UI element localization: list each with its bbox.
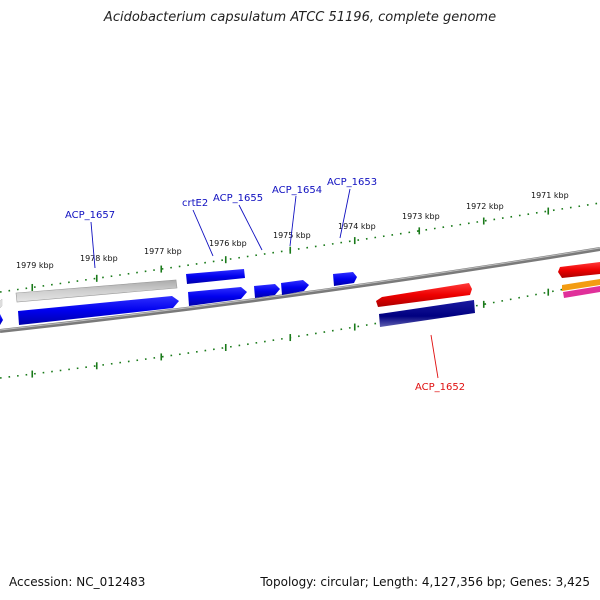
accession-text: Accession: NC_012483	[9, 575, 146, 589]
kbp-label-1974: 1974 kbp	[338, 222, 376, 231]
gene-feature-blue-left-edge[interactable]	[0, 314, 3, 325]
gene-feature-magenta[interactable]	[563, 286, 600, 298]
kbp-label-1976: 1976 kbp	[209, 239, 247, 248]
gene-feature-blue-crtE2[interactable]	[186, 269, 245, 284]
map-title: Acidobacterium capsulatum ATCC 51196, co…	[103, 10, 497, 25]
leader-line-ACP_1653	[339, 188, 351, 239]
kbp-label-1973: 1973 kbp	[402, 212, 440, 221]
kbp-label-1979: 1979 kbp	[16, 261, 54, 270]
gene-feature-white-gap	[0, 298, 3, 309]
kbp-label-1971: 1971 kbp	[531, 191, 569, 200]
kbp-label-1978: 1978 kbp	[80, 254, 118, 263]
gene-feature-blue-ACP_1657[interactable]	[18, 296, 179, 325]
gene-feature-blue-ACP_1653[interactable]	[333, 272, 357, 286]
genome-summary-text: Topology: circular; Length: 4,127,356 bp…	[260, 575, 590, 589]
gene-feature-navy-ACP_1652[interactable]	[379, 300, 475, 327]
outer-major-ticks	[31, 207, 550, 291]
leader-line-ACP_1652	[430, 334, 439, 379]
gene-label-ACP_1652[interactable]: ACP_1652	[415, 382, 465, 393]
gene-label-ACP_1655[interactable]: ACP_1655	[213, 193, 263, 204]
gene-feature-blue-ACP_1655[interactable]	[254, 284, 280, 298]
gene-label-ACP_1653[interactable]: ACP_1653	[327, 177, 377, 188]
gene-label-ACP_1654[interactable]: ACP_1654	[272, 185, 322, 196]
kbp-label-1977: 1977 kbp	[144, 247, 182, 256]
kbp-label-1972: 1972 kbp	[466, 202, 504, 211]
leader-line-ACP_1654	[289, 195, 297, 247]
leader-line-ACP_1657	[90, 221, 96, 269]
leader-line-crtE2	[192, 209, 214, 257]
gene-label-ACP_1657[interactable]: ACP_1657	[65, 210, 115, 221]
genome-backbone	[0, 247, 600, 333]
genome-backbone-highlight	[0, 247, 600, 331]
leader-line-ACP_1655	[238, 204, 263, 251]
inner-tick-ring	[0, 281, 600, 379]
gene-label-crtE2[interactable]: crtE2	[182, 198, 208, 209]
gene-feature-blue-ACP_1656[interactable]	[188, 287, 247, 306]
gene-feature-orange[interactable]	[562, 279, 600, 291]
kbp-label-1975: 1975 kbp	[273, 231, 311, 240]
gene-feature-red-ACP_1652[interactable]	[376, 283, 472, 307]
gene-feature-grey[interactable]	[15, 279, 178, 303]
gene-feature-blue-ACP_1654[interactable]	[281, 280, 309, 295]
gene-feature-red-right[interactable]	[558, 262, 600, 278]
